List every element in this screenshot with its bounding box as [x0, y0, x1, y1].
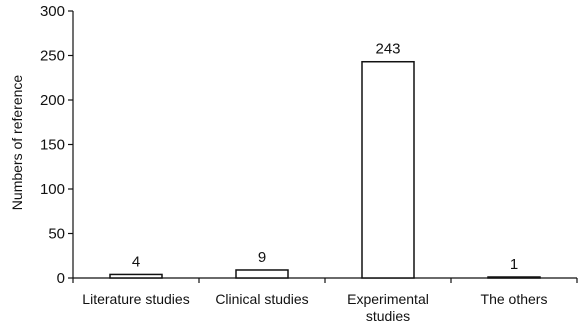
bar: [109, 273, 163, 279]
y-tick-label: 300: [40, 3, 65, 20]
y-tick-label: 100: [40, 181, 65, 198]
x-category-label: Experimental: [347, 291, 429, 307]
x-category-label: Literature studies: [82, 291, 189, 307]
y-tick-label: 250: [40, 48, 65, 65]
y-tick-label: 50: [48, 226, 65, 243]
y-tick-label: 200: [40, 92, 65, 109]
bar-value-label: 9: [258, 249, 266, 266]
x-category-label: studies: [366, 308, 410, 324]
y-tick-label: 150: [40, 137, 65, 154]
bar-value-label: 1: [510, 256, 518, 273]
x-category-label: Clinical studies: [215, 291, 308, 307]
x-category-label: The others: [481, 291, 548, 307]
y-axis-title: Numbers of reference: [9, 75, 25, 211]
bar-value-label: 4: [132, 253, 140, 270]
bar-value-label: 243: [375, 41, 400, 58]
bar: [487, 276, 541, 279]
y-tick-label: 0: [57, 270, 65, 287]
plot-area: 0 50 100 150 200 250 300 4 Literature studies 9 Cl…: [9, 3, 578, 324]
bar: [361, 60, 415, 279]
bar: [235, 269, 289, 279]
